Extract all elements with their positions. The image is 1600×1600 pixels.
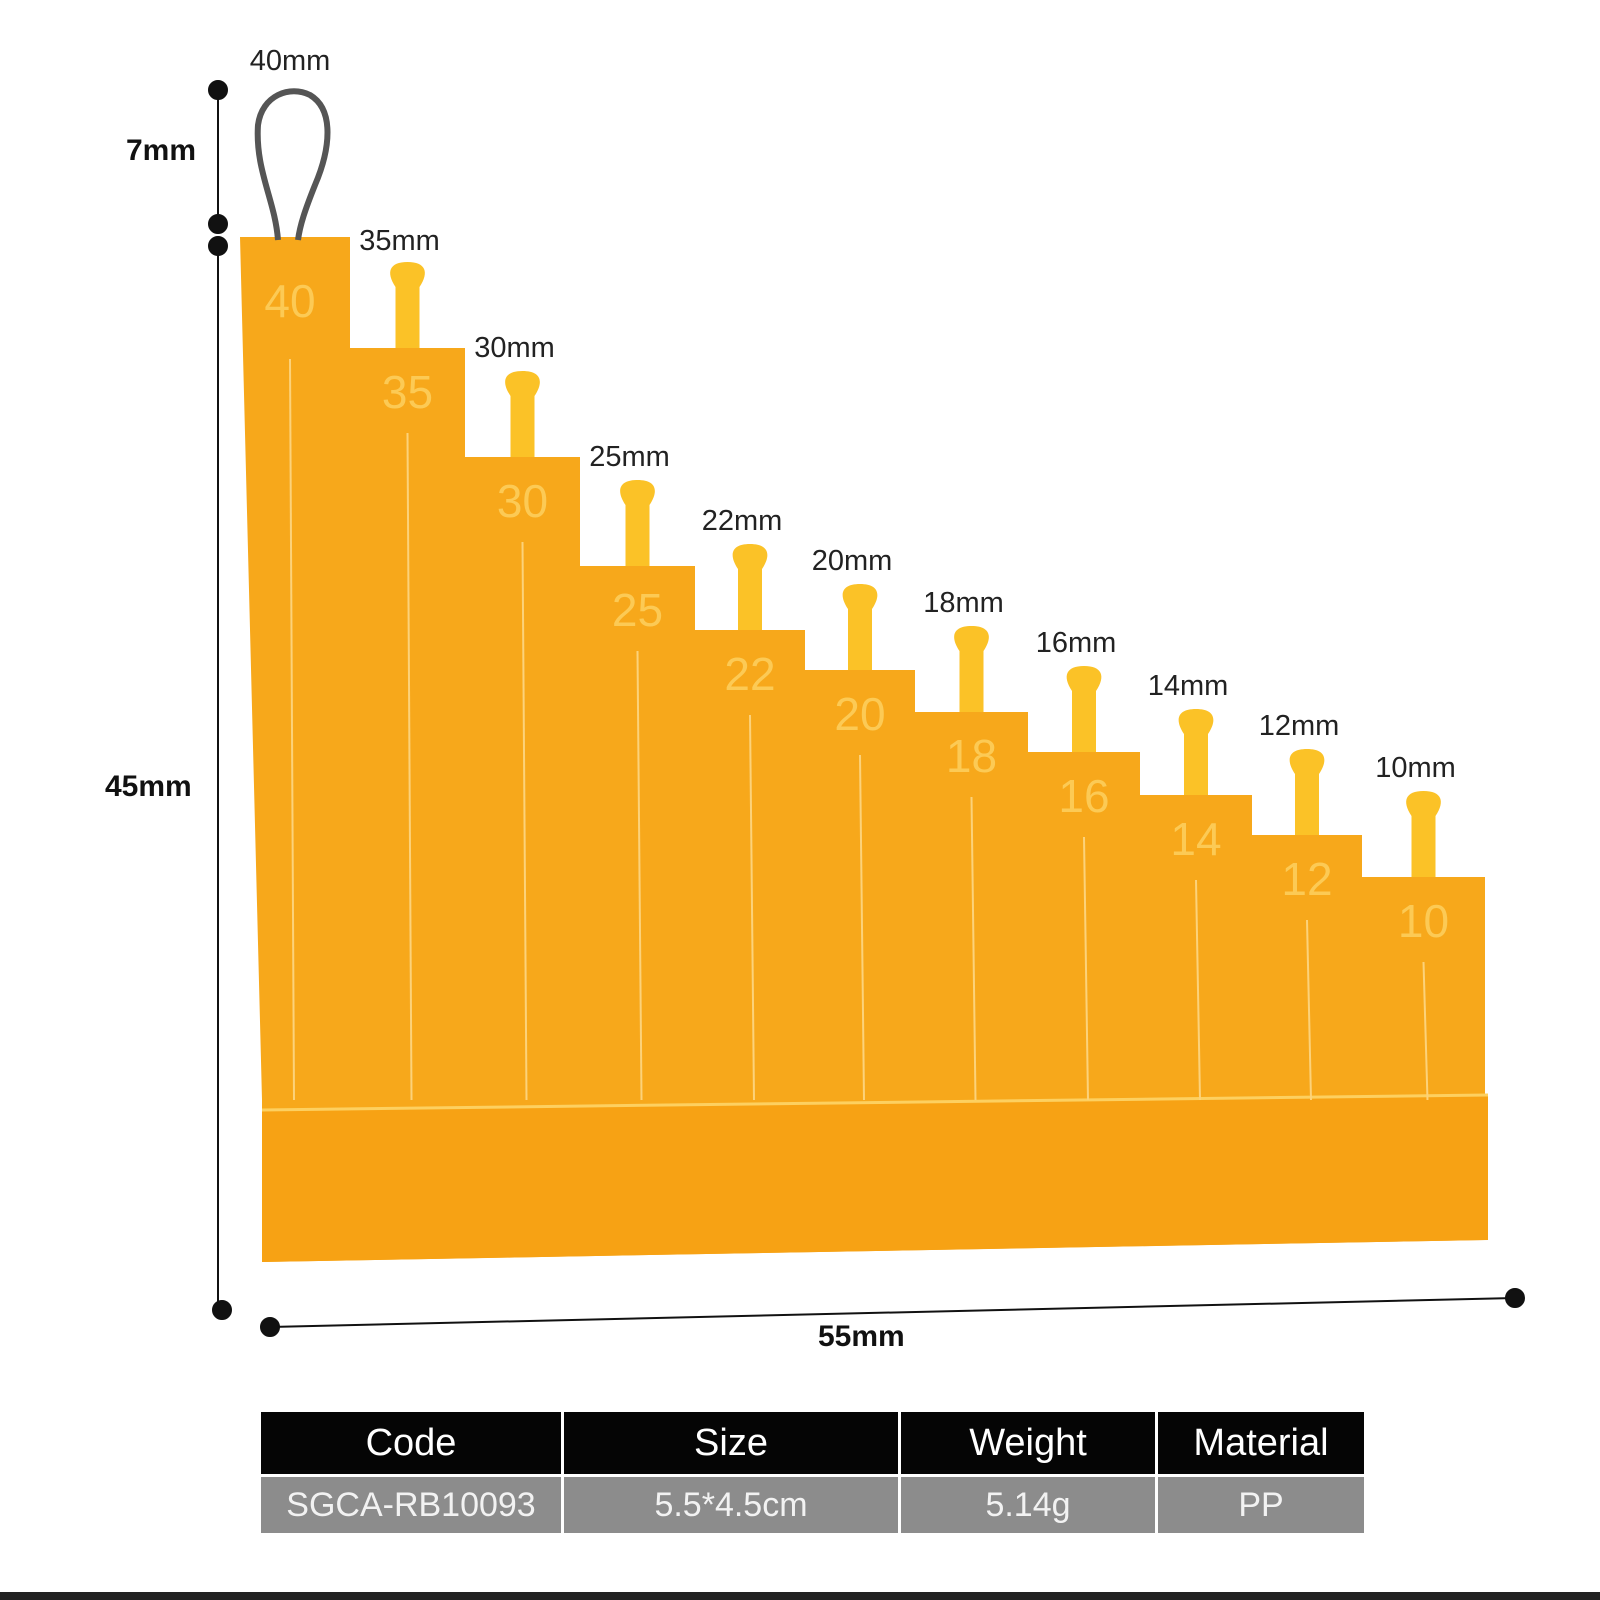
step-number: 12 — [1281, 853, 1332, 905]
step-peg — [1178, 709, 1214, 795]
header-material: Material — [1155, 1409, 1367, 1477]
step-peg — [390, 262, 425, 348]
step-number: 14 — [1170, 813, 1221, 865]
step-size-label: 12mm — [1259, 710, 1340, 742]
step-mark-line — [970, 796, 977, 1101]
step-peg — [620, 480, 655, 566]
cell-code: SGCA-RB10093 — [258, 1474, 564, 1536]
header-code: Code — [258, 1409, 564, 1477]
cell-size: 5.5*4.5cm — [561, 1474, 901, 1536]
step-mark-line — [1083, 836, 1089, 1101]
header-size: Size — [561, 1409, 901, 1477]
step-size-label: 20mm — [812, 545, 893, 577]
step-number: 25 — [612, 584, 663, 636]
step-peg — [1289, 749, 1325, 835]
step-mark-line — [636, 650, 643, 1101]
step-peg — [954, 626, 989, 712]
step-size-label: 22mm — [702, 505, 783, 537]
step-number: 10 — [1398, 895, 1449, 947]
step-mark-line — [1422, 961, 1429, 1101]
step-mark-line — [406, 432, 413, 1101]
step-mark-line — [749, 714, 755, 1101]
step-number: 22 — [724, 648, 775, 700]
step-size-label: 35mm — [359, 225, 440, 257]
step-number: 35 — [382, 366, 433, 418]
step-mark-line — [859, 754, 865, 1101]
step-number: 18 — [946, 730, 997, 782]
cell-material: PP — [1155, 1474, 1367, 1536]
spec-table-row: SGCA-RB10093 5.5*4.5cm 5.14g PP — [258, 1474, 1367, 1536]
hook-height-label: 7mm — [126, 134, 197, 167]
step-mark-line — [289, 358, 295, 1101]
step-size-label: 10mm — [1375, 752, 1456, 784]
step-peg — [842, 584, 878, 670]
body-height-label: 45mm — [105, 770, 192, 803]
step-size-label: 14mm — [1148, 670, 1229, 702]
step-peg — [1406, 791, 1441, 877]
stepped-gauge-body: 40 35 30 25 22 20 18 16 14 12 10 — [240, 237, 1489, 1262]
dimension-lines — [208, 80, 1525, 1337]
base-edge-line — [261, 1093, 1489, 1112]
header-weight: Weight — [898, 1409, 1158, 1477]
cell-weight: 5.14g — [898, 1474, 1158, 1536]
width-label: 55mm — [818, 1320, 905, 1353]
spec-table-header: Code Size Weight Material — [258, 1409, 1367, 1477]
step-mark-line — [1306, 919, 1312, 1101]
step-peg — [505, 371, 540, 457]
step-number: 20 — [834, 688, 885, 740]
step-size-label: 25mm — [589, 441, 670, 473]
wire-loop-icon — [254, 88, 331, 241]
step-number: 16 — [1058, 770, 1109, 822]
gauge-body — [240, 237, 1485, 1262]
step-peg — [732, 544, 768, 630]
step-number: 40 — [264, 275, 315, 327]
bottom-border — [0, 1592, 1600, 1600]
gauge-base-band — [262, 1095, 1488, 1262]
step-peg — [1066, 666, 1102, 752]
step-mark-line — [1195, 879, 1201, 1101]
step-size-label: 40mm — [250, 45, 331, 77]
step-number: 30 — [497, 475, 548, 527]
step-size-label: 30mm — [474, 332, 555, 364]
spec-table: Code Size Weight Material SGCA-RB10093 5… — [258, 1409, 1367, 1536]
step-size-label: 18mm — [923, 587, 1004, 619]
step-mark-line — [521, 541, 528, 1101]
step-size-label: 16mm — [1036, 627, 1117, 659]
